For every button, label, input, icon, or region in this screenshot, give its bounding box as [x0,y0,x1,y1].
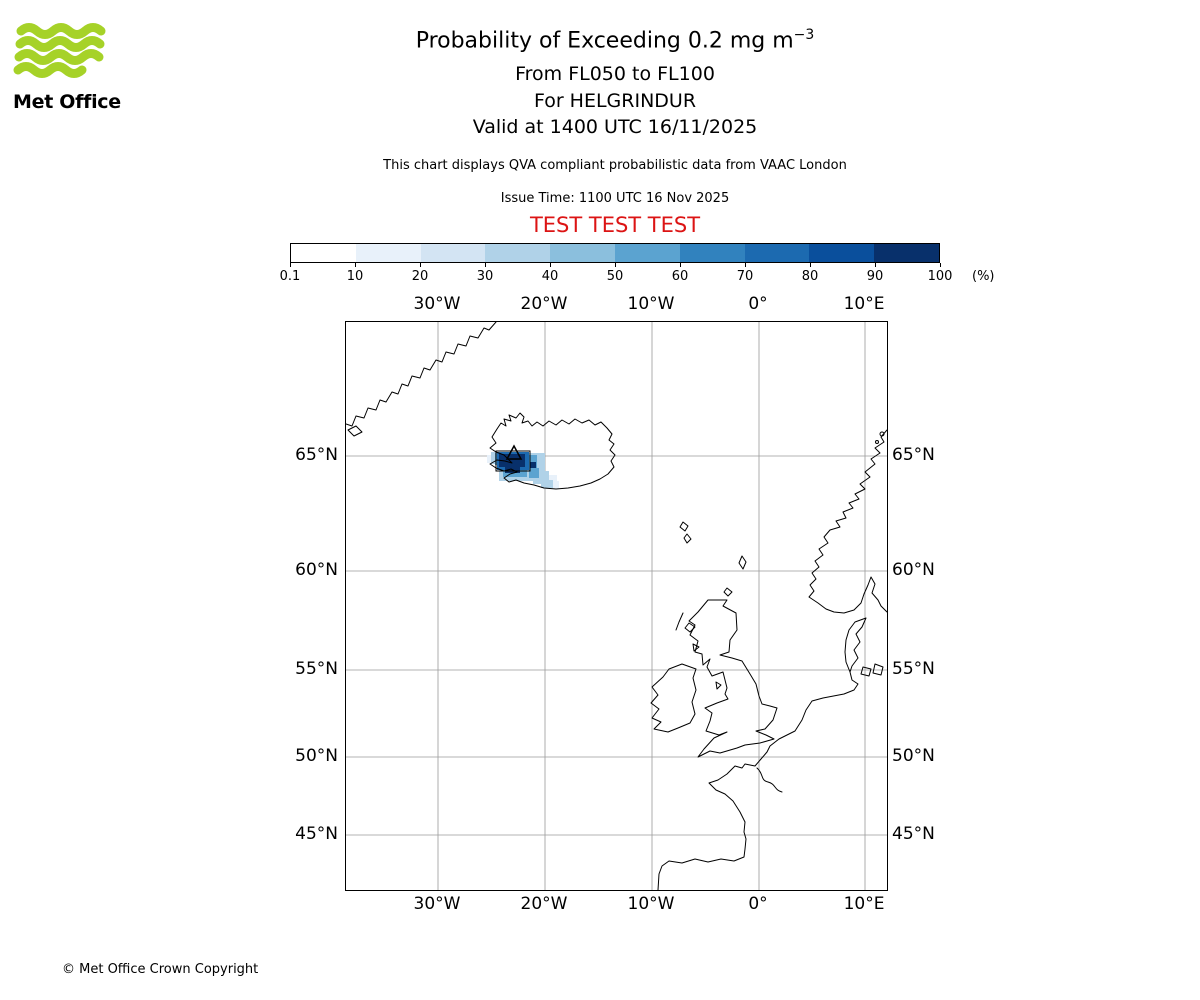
colorbar-tick [940,263,941,267]
colorbar-segment [550,244,615,262]
colorbar-label: 20 [411,269,429,284]
colorbar-segment [355,244,421,262]
colorbar-tick [615,263,616,267]
coastlines [346,322,887,890]
colorbar-label: 50 [606,269,624,284]
graticule-gridlines [346,322,887,890]
greenland-islet [347,425,363,437]
subtitle-valid-time: Valid at 1400 UTC 16/11/2025 [472,116,758,138]
lat-label-right: 55°N [892,659,935,679]
colorbar-label: 80 [801,269,819,284]
colorbar-tick [290,263,291,267]
ash-probability-plume [487,450,559,489]
title-text: Probability of Exceeding 0.2 mg m [415,28,794,54]
lat-label-left: 45°N [295,824,338,844]
colorbar-tick [680,263,681,267]
description-text: This chart displays QVA compliant probab… [383,158,847,173]
subtitle-volcano-name: For HELGRINDUR [533,90,697,112]
lon-label-bottom: 10°E [843,894,885,914]
colorbar-segment [420,244,486,262]
lon-label-bottom: 0° [748,894,768,914]
colorbar-segment [679,244,745,262]
colorbar-tick [355,263,356,267]
colorbar-segment [744,244,810,262]
page-title: Probability of Exceeding 0.2 mg m−3 [416,27,815,53]
colorbar-label: 90 [866,269,884,284]
lat-label-right: 60°N [892,560,935,580]
lon-label-bottom: 30°W [413,894,461,914]
volcano-marker [505,444,523,460]
lon-label-bottom: 20°W [520,894,568,914]
colorbar-tick [875,263,876,267]
lat-label-right: 50°N [892,746,935,766]
lat-label-right: 45°N [892,824,935,844]
lon-label-top: 20°W [520,294,568,314]
test-banner: TEST TEST TEST [529,213,701,237]
colorbar-label: 30 [476,269,494,284]
colorbar-tick [810,263,811,267]
map-panel [345,321,888,891]
colorbar-unit-label: (%) [972,269,995,284]
lon-label-top: 0° [748,294,768,314]
colorbar-tick [745,263,746,267]
colorbar-label: 60 [671,269,689,284]
colorbar-label: 70 [736,269,754,284]
logo-waves-icon [13,23,106,78]
colorbar-segment [874,244,939,262]
colorbar-tick [485,263,486,267]
lat-label-left: 65°N [295,445,338,465]
lat-label-left: 55°N [295,659,338,679]
lon-label-top: 30°W [413,294,461,314]
colorbar-label: 40 [541,269,559,284]
logo-text: Met Office [13,91,121,113]
colorbar-segment [809,244,875,262]
lat-label-right: 65°N [892,445,935,465]
lat-label-left: 50°N [295,746,338,766]
colorbar-segment [614,244,680,262]
subtitle-flight-levels: From FL050 to FL100 [515,63,715,85]
copyright-notice: © Met Office Crown Copyright [62,962,259,977]
map-svg [346,322,887,890]
lon-label-top: 10°E [843,294,885,314]
colorbar-label: 0.1 [279,269,301,284]
lon-label-bottom: 10°W [627,894,675,914]
probability-colorbar [290,243,940,263]
lon-label-top: 10°W [627,294,675,314]
title-exponent: −3 [793,27,815,43]
colorbar-label: 10 [346,269,364,284]
colorbar-segment [291,244,356,262]
issue-time: Issue Time: 1100 UTC 16 Nov 2025 [500,191,730,206]
colorbar-tick [420,263,421,267]
colorbar-tick [550,263,551,267]
colorbar-label: 100 [927,269,953,284]
lat-label-left: 60°N [295,560,338,580]
colorbar-segment [485,244,551,262]
met-office-logo: Met Office [13,22,133,113]
